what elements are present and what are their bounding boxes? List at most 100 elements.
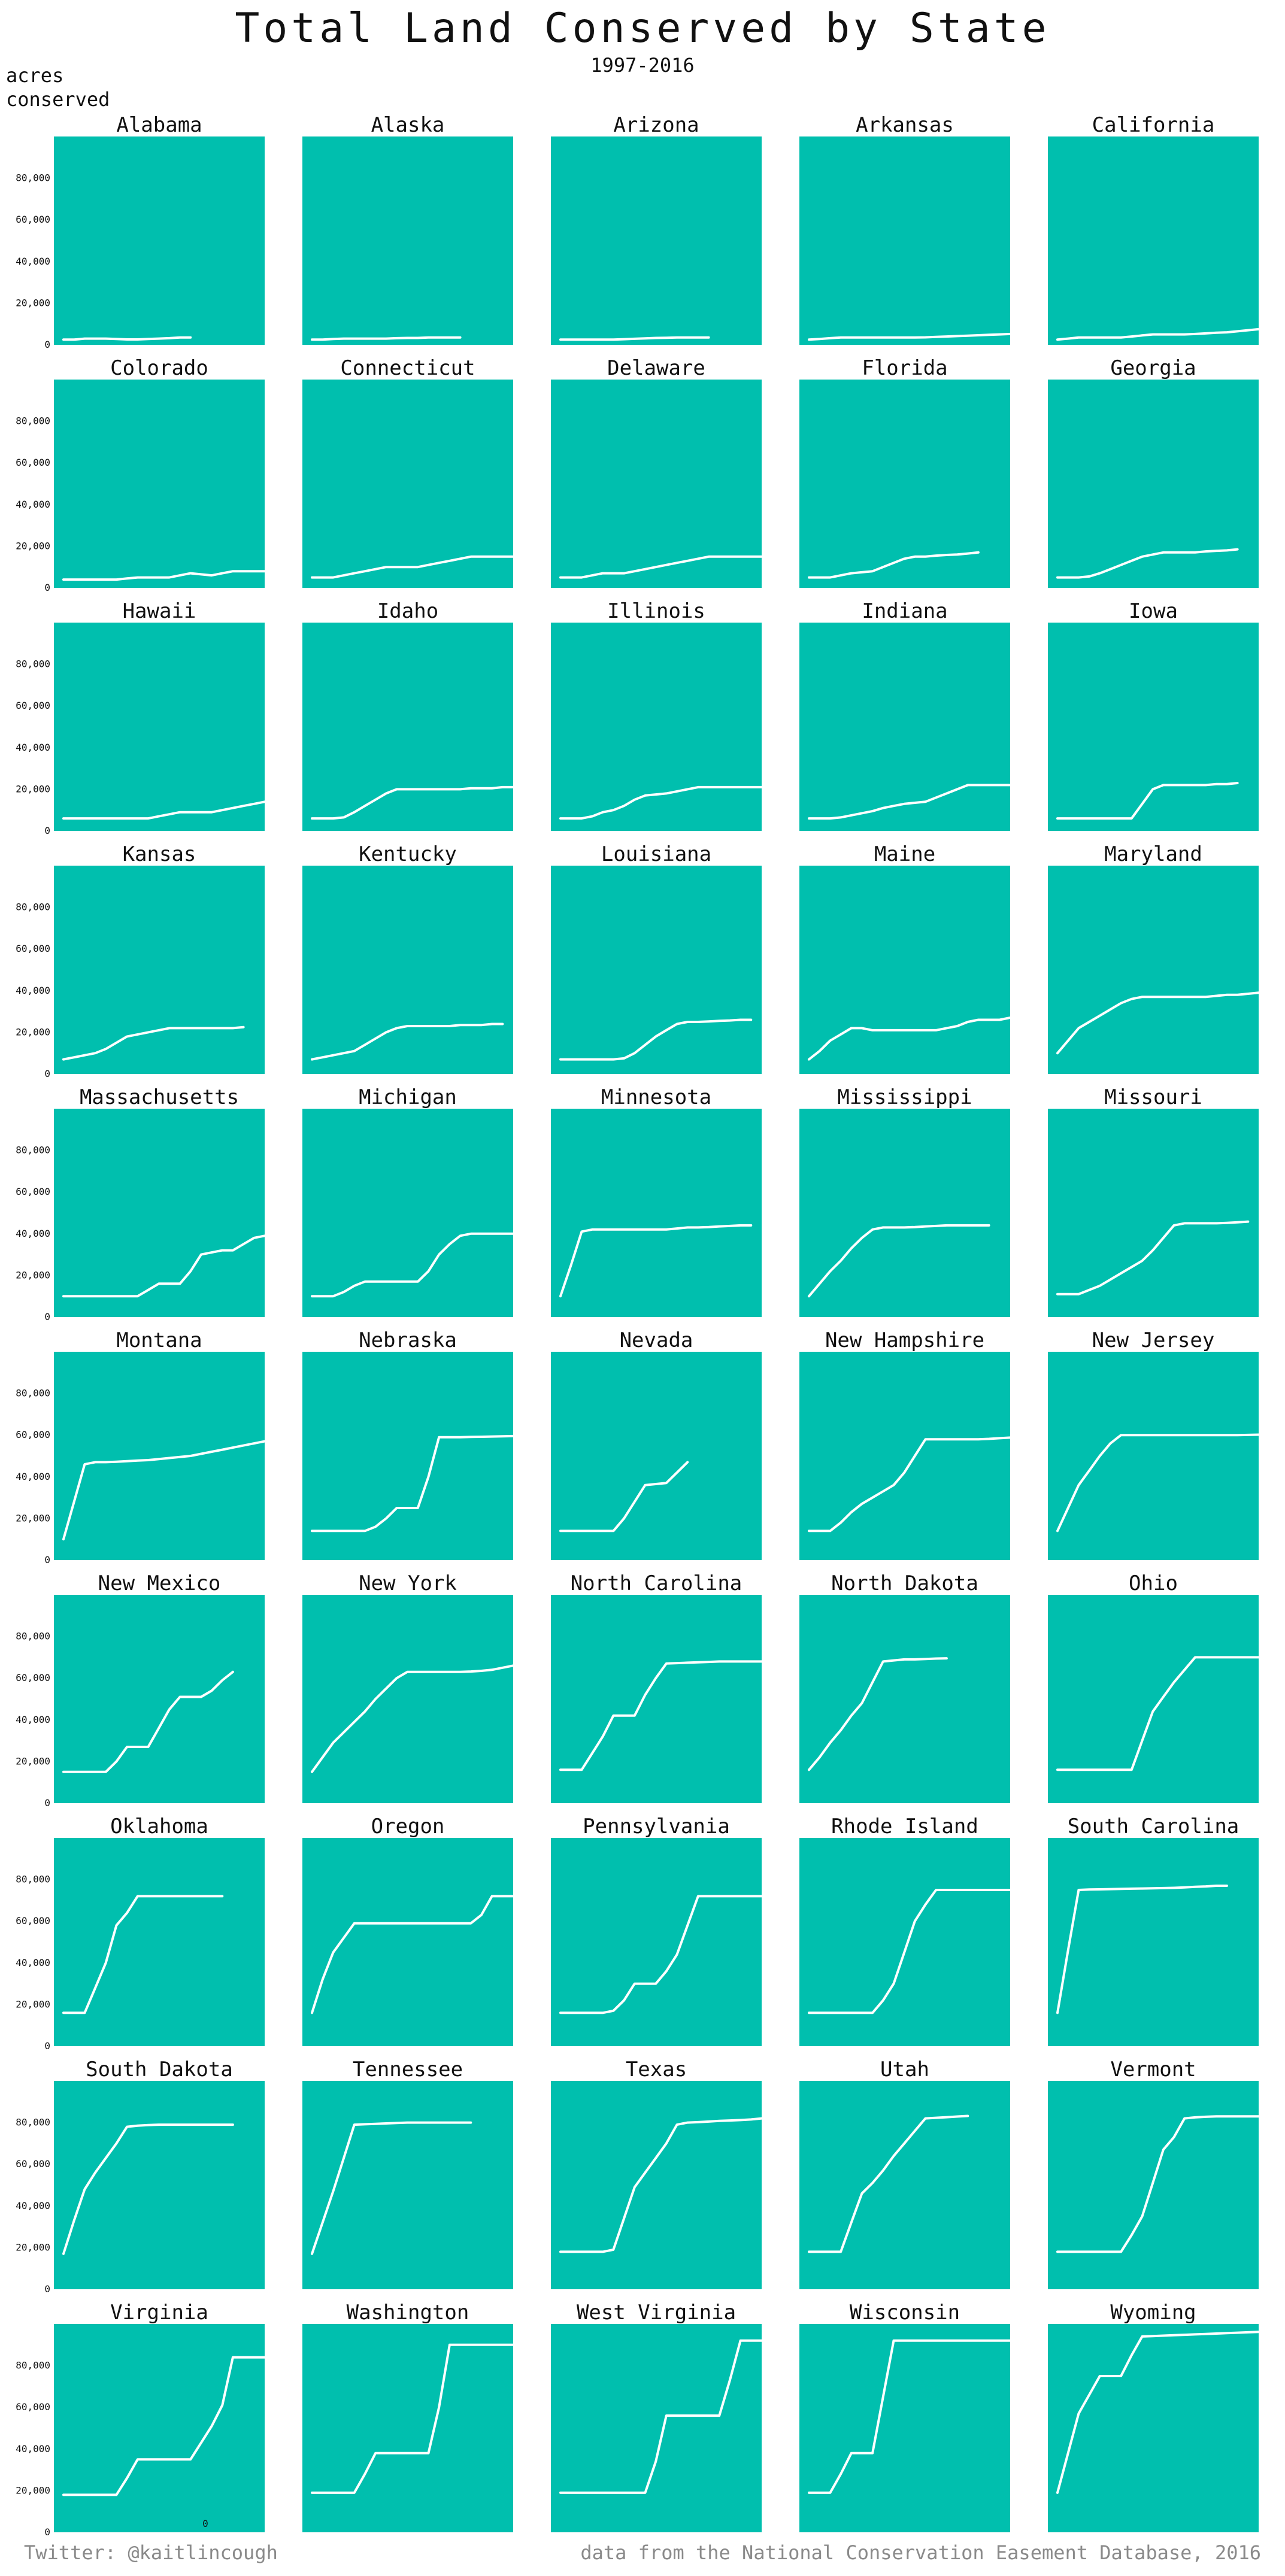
y-tick-label: 60,000 (16, 214, 50, 225)
y-tick-label: 80,000 (16, 1145, 50, 1156)
y-tick-label: 20,000 (16, 1512, 50, 1524)
panel-background (54, 2081, 265, 2289)
y-tick-label: 0 (44, 339, 50, 350)
series-line (1056, 782, 1239, 820)
panel-title: Maryland (1104, 842, 1202, 866)
series-line (559, 1461, 689, 1533)
panel-background (551, 1838, 762, 2046)
footer-source: data from the National Conservation Ease… (580, 2541, 1261, 2564)
panel-background (54, 2324, 265, 2532)
y-tick-label: 80,000 (16, 1388, 50, 1399)
panel-wyoming: Wyoming (1048, 2301, 1260, 2532)
panel-title: Montana (116, 1328, 202, 1352)
series-line (808, 1889, 1011, 2014)
panel-background (54, 623, 265, 831)
y-axis-label-line1: acres (6, 64, 64, 87)
panel-texas: Texas (551, 2058, 763, 2289)
series-line (62, 1234, 266, 1298)
panel-title: Iowa (1129, 599, 1178, 623)
panel-background (302, 2324, 513, 2532)
y-tick-label: 0 (44, 582, 50, 593)
series-line (311, 2121, 472, 2255)
panel-background (302, 2081, 513, 2289)
panel-title: Washington (347, 2301, 469, 2325)
series-line (311, 1022, 504, 1061)
y-tick-label: 60,000 (16, 1429, 50, 1440)
panel-alabama: Alabama 0 20,000 40,000 60,000 80,000 (16, 113, 265, 350)
panel-south-carolina: South Carolina (1048, 1815, 1259, 2046)
panel-background (551, 1352, 762, 1560)
series-line (62, 1670, 234, 1773)
panel-background (1048, 623, 1259, 831)
panel-background (799, 1838, 1010, 2046)
y-tick-label: 60,000 (16, 1186, 50, 1197)
panel-title: Louisiana (601, 842, 711, 866)
series-line (559, 1660, 763, 1771)
y-axis-label-line2: conserved (6, 88, 110, 111)
series-line (808, 1436, 1011, 1533)
panel-tennessee: Tennessee (302, 2058, 513, 2289)
panel-title: Nevada (620, 1328, 693, 1352)
panel-background (551, 2324, 762, 2532)
panel-title: New Jersey (1092, 1328, 1215, 1352)
footer-credit: Twitter: @kaitlincough (24, 2541, 278, 2564)
series-line (311, 1664, 514, 1773)
panel-title: Delaware (607, 356, 705, 380)
series-line (1056, 1885, 1228, 2014)
panel-background (799, 1352, 1010, 1560)
panel-north-dakota: North Dakota (799, 1571, 1010, 1803)
panel-new-hampshire: New Hampshire (799, 1328, 1011, 1560)
panel-louisiana: Louisiana (551, 842, 762, 1074)
panel-background (302, 866, 513, 1074)
y-tick-label: 60,000 (16, 2401, 50, 2413)
panel-virginia: Virginia 0 20,000 40,000 60,000 80,000 (16, 2301, 266, 2538)
panel-nebraska: Nebraska (302, 1328, 514, 1560)
panel-background (302, 1595, 513, 1803)
y-tick-label: 20,000 (16, 783, 50, 794)
panel-delaware: Delaware (551, 356, 763, 588)
panel-title: Ohio (1129, 1571, 1178, 1595)
series-line (559, 785, 763, 820)
series-line (559, 1895, 763, 2014)
panel-background (551, 380, 762, 588)
panel-background (54, 380, 265, 588)
y-tick-label: 40,000 (16, 1471, 50, 1482)
panel-iowa: Iowa (1048, 599, 1259, 831)
stray-zero-tick: 0 (202, 2518, 208, 2529)
panel-title: Vermont (1110, 2058, 1196, 2082)
panel-background (551, 2081, 762, 2289)
y-tick-label: 0 (44, 1068, 50, 1079)
series-line (808, 784, 1011, 820)
series-line (808, 1224, 990, 1298)
y-tick-label: 0 (44, 2526, 50, 2538)
y-tick-label: 40,000 (16, 2443, 50, 2454)
panel-title: California (1092, 113, 1215, 137)
panel-background (799, 1595, 1010, 1803)
panel-title: Kansas (123, 842, 196, 866)
y-tick-label: 0 (44, 1797, 50, 1809)
series-line (62, 336, 192, 341)
panel-title: Michigan (359, 1085, 457, 1109)
panel-title: Indiana (862, 599, 947, 623)
series-line (1056, 327, 1260, 341)
panel-title: Arizona (613, 113, 699, 137)
panel-background (551, 136, 762, 345)
panel-title: Alaska (371, 113, 445, 137)
y-tick-label: 60,000 (16, 1915, 50, 1926)
series-line (311, 555, 514, 579)
panel-michigan: Michigan (302, 1085, 514, 1317)
panel-title: Tennessee (353, 2058, 463, 2082)
series-line (1056, 1656, 1260, 1771)
y-tick-label: 80,000 (16, 902, 50, 913)
y-tick-label: 40,000 (16, 985, 50, 996)
y-tick-label: 40,000 (16, 742, 50, 753)
panel-title: Alabama (116, 113, 202, 137)
panel-title: Texas (626, 2058, 687, 2082)
series-line (62, 2123, 234, 2255)
panel-new-jersey: New Jersey (1048, 1328, 1260, 1560)
panel-title: Illinois (607, 599, 705, 623)
y-tick-label: 0 (44, 2040, 50, 2052)
y-tick-label: 20,000 (16, 540, 50, 551)
panel-background (1048, 1838, 1259, 2046)
y-tick-label: 20,000 (16, 2241, 50, 2253)
